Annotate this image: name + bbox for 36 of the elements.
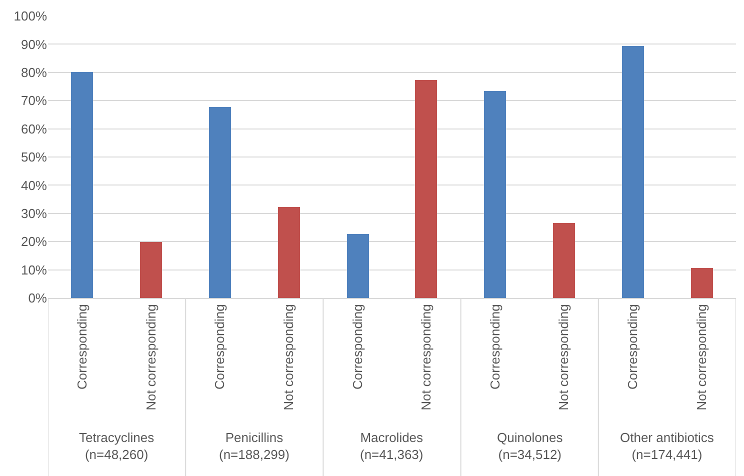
- y-tick-label: 0%: [28, 290, 48, 306]
- y-tick-label: 40%: [20, 178, 48, 193]
- text: Quinolones (n=34,512): [497, 430, 564, 462]
- bar: [347, 234, 369, 298]
- y-tick-label: 10%: [20, 262, 48, 278]
- x-tick-label: Not corresponding: [143, 304, 158, 410]
- y-tick-label: 30%: [20, 206, 48, 221]
- bar: [622, 46, 644, 298]
- x-tick-label: Corresponding: [74, 304, 90, 390]
- bar: [484, 91, 506, 298]
- x-tick-label: Not corresponding: [281, 304, 296, 410]
- x-tick-label: Corresponding: [487, 304, 502, 390]
- y-tick-label: 70%: [20, 93, 48, 108]
- y-tick-label: 90%: [20, 36, 48, 52]
- x-tick-label: Not corresponding: [694, 304, 709, 410]
- y-tick-label: 20%: [20, 234, 48, 250]
- bar: [691, 268, 713, 298]
- y-tick-label: 100%: [14, 8, 48, 24]
- x-tick-label: Not corresponding: [556, 304, 572, 410]
- x-tick-label: Corresponding: [625, 304, 640, 390]
- y-tick-label: 80%: [20, 64, 48, 80]
- bar: [415, 80, 437, 298]
- y-tick-label: 60%: [20, 121, 48, 136]
- y-tick-label: 50%: [20, 150, 48, 165]
- text: Tetracyclines (n=48,260): [79, 430, 155, 462]
- text: Other antibiotics (n=174,441): [620, 430, 714, 462]
- x-tick-label: Corresponding: [350, 304, 365, 390]
- text: Macrolides (n=41,363): [360, 430, 424, 462]
- bar: [553, 223, 575, 298]
- bar: [140, 242, 162, 298]
- bar: [278, 207, 300, 298]
- text: Penicillins (n=188,299): [219, 430, 290, 462]
- x-tick-label: Not corresponding: [418, 304, 434, 410]
- bar: [71, 72, 93, 298]
- bar: [209, 107, 231, 298]
- x-tick-label: Corresponding: [212, 304, 228, 390]
